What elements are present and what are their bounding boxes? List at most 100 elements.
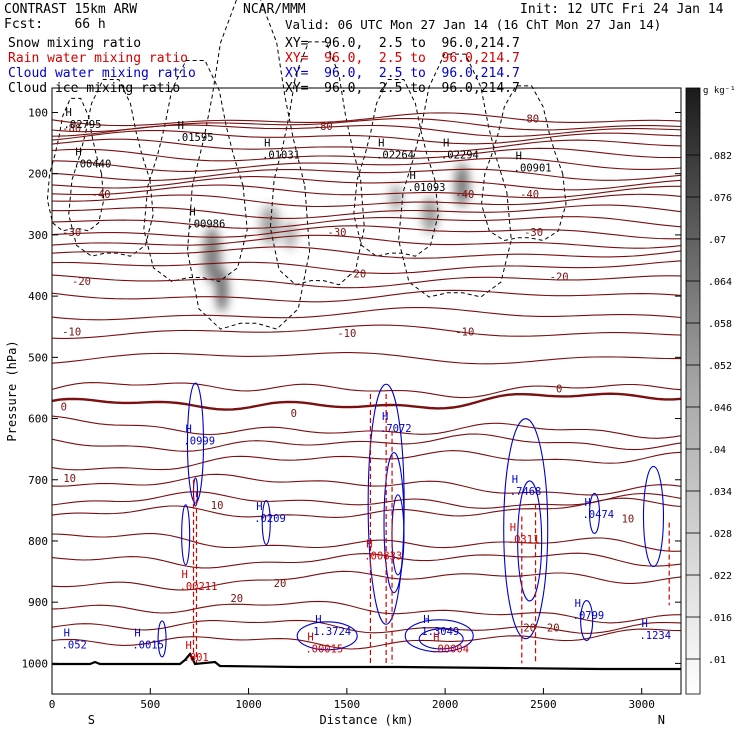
max-marker: H	[189, 207, 195, 219]
max-value: .00986	[187, 219, 225, 231]
isotherm-line	[51, 112, 682, 127]
isotherm-line	[51, 204, 682, 219]
max-value: .1234	[639, 630, 671, 642]
max-value: .0015	[132, 639, 164, 651]
y-tick-label: 500	[28, 351, 48, 364]
y-tick-label: 800	[28, 535, 48, 548]
isotherm-label: 20	[230, 593, 243, 605]
south-label: S	[88, 713, 95, 727]
colorbar-unit: g kg⁻¹	[703, 86, 736, 96]
x-tick-label: 500	[140, 698, 160, 711]
isotherm-line	[51, 450, 682, 471]
isotherm-line	[51, 124, 682, 137]
isotherm-line	[51, 415, 682, 439]
isotherm-line	[51, 497, 682, 518]
max-marker: H	[307, 632, 313, 644]
colorbar-tick-label: .034	[708, 487, 732, 498]
isotherm-label: -20	[347, 268, 366, 280]
x-tick-label: 0	[49, 698, 56, 711]
north-label: N	[658, 713, 665, 727]
cloud-ice-contours	[46, 0, 567, 330]
cloud-water-contour	[296, 621, 358, 651]
isotherm-line	[51, 382, 682, 399]
axes: 0 500 1000 1500 2000 2500 30001002003004005006…	[5, 106, 681, 727]
isotherm-line	[51, 533, 682, 552]
isotherm-label: 0	[556, 384, 562, 396]
y-tick-label: 600	[28, 413, 48, 426]
max-value: .02264	[376, 150, 414, 162]
y-tick-label: 900	[28, 596, 48, 609]
isotherm-line	[51, 433, 682, 452]
max-value: .0799	[573, 610, 605, 622]
max-marker: H	[516, 150, 522, 162]
max-marker: H	[410, 170, 416, 182]
max-marker: H	[510, 522, 516, 534]
y-tick-label: 200	[28, 168, 48, 181]
max-marker: H	[178, 120, 184, 132]
cloud-water-contours	[157, 382, 665, 658]
isotherm-label: -30	[524, 227, 543, 239]
max-value: .7072	[380, 423, 412, 435]
isotherm-line	[51, 306, 682, 321]
max-marker: H	[366, 538, 372, 550]
cloud-water-contour	[517, 480, 543, 602]
colorbar-tick-label: .082	[708, 151, 732, 162]
max-value: .0311	[508, 534, 540, 546]
x-tick-label: 1000	[235, 698, 262, 711]
cloud-water-contour	[404, 619, 474, 653]
cloud-water-contour	[181, 504, 191, 566]
y-tick-label: 400	[28, 290, 48, 303]
isotherm-label: 20	[547, 622, 560, 634]
isotherm-line	[51, 619, 682, 634]
cloud-ice-contour	[68, 79, 154, 257]
isotherm-label: 10	[211, 500, 224, 512]
colorbar-tick-label: .052	[708, 361, 732, 372]
isotherm-line	[51, 176, 682, 191]
cloud-water-contour	[383, 452, 405, 594]
max-marker: H	[182, 569, 188, 581]
max-value: .00833	[364, 550, 402, 562]
max-marker: H	[264, 138, 270, 150]
max-value: .00440	[73, 159, 111, 171]
isotherm-line	[51, 570, 682, 591]
isotherm-line	[51, 129, 682, 145]
y-tick-label: 700	[28, 474, 48, 487]
isotherm-label: -80	[520, 114, 539, 126]
field-name-snow: Snow mixing ratio	[8, 36, 142, 51]
max-value: .00901	[514, 162, 552, 174]
colorbar-tick-label: .058	[708, 319, 732, 330]
isotherm-label: 10	[63, 473, 76, 485]
rain-contours	[192, 394, 670, 664]
max-value: .001	[183, 652, 208, 664]
isotherm-line	[51, 260, 682, 274]
max-marker: H	[64, 627, 70, 639]
cloud-water-contour	[261, 500, 271, 546]
max-marker: H	[378, 138, 384, 150]
max-marker: H	[315, 614, 321, 626]
isotherm-line	[51, 168, 682, 181]
isotherm-label: 10	[622, 513, 635, 525]
field-xy-cloud-water: XY= 96.0, 2.5 to 96.0,214.7	[285, 66, 520, 81]
org-label: NCAR/MMM	[243, 2, 306, 17]
field-xy-snow: XY= 96.0, 2.5 to 96.0,214.7	[285, 36, 520, 51]
cloud-water-contour	[418, 628, 464, 650]
y-tick-label: 300	[28, 229, 48, 242]
max-marker: H	[256, 501, 262, 513]
cloud-water-contour	[642, 465, 665, 568]
max-marker: H	[134, 627, 140, 639]
max-marker: H	[185, 640, 191, 652]
max-marker: H	[75, 147, 81, 159]
isotherm-label: -40	[92, 189, 111, 201]
isotherm-line	[51, 491, 682, 509]
max-value: .00211	[180, 581, 218, 593]
isotherm-label: -20	[550, 272, 569, 284]
isotherm-line	[51, 184, 681, 199]
cloud-water-contour	[503, 418, 549, 640]
x-tick-label: 1500	[334, 698, 361, 711]
colorbar-tick-label: .01	[708, 655, 726, 666]
cloud-water-contour	[186, 382, 205, 504]
forecast-hour: Fcst: 66 h	[4, 17, 106, 32]
cloud-ice-contour	[269, 41, 365, 286]
contour-labels: -80 -80 -80 -40 -40 -40 -30 -30 -30 -20 -20 -20 -10 -…	[61, 107, 671, 664]
